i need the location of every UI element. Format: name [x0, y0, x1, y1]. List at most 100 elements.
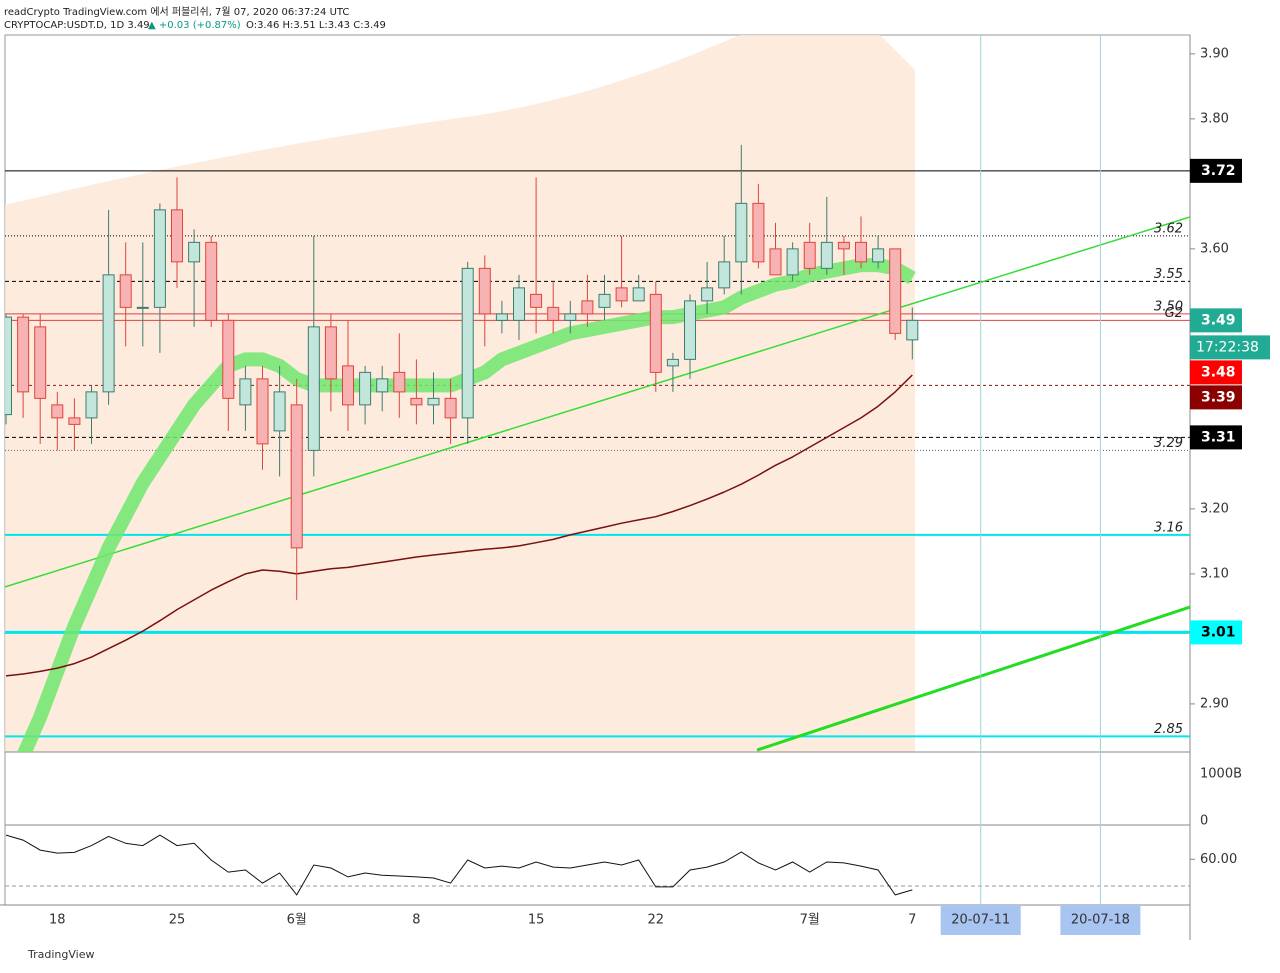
candle-body: [34, 326, 47, 399]
candle-body: [222, 319, 235, 399]
price-badge: [1190, 385, 1242, 410]
candle-body: [171, 209, 183, 263]
candle-body: [342, 365, 354, 406]
candle-body: [666, 358, 679, 367]
candle-body: [359, 371, 372, 406]
x-tick-label: 15: [528, 913, 545, 928]
candle-body: [102, 274, 115, 393]
price-badge-label: 3.72: [1201, 163, 1236, 179]
candle-body: [119, 274, 132, 308]
candle-body: [889, 248, 902, 334]
candle-body: [85, 391, 98, 419]
candle-body: [735, 202, 748, 263]
countdown-badge: [1190, 335, 1270, 360]
candle-body: [461, 267, 474, 419]
candle-body: [239, 378, 252, 406]
candle-body: [444, 397, 457, 419]
candle-body: [530, 293, 543, 308]
candle-body: [769, 248, 782, 276]
level-label: 3.55: [1154, 267, 1183, 282]
candle-body: [188, 241, 201, 263]
date-highlight: [940, 905, 1021, 935]
candle-body: [307, 326, 320, 451]
price-badge: [1190, 620, 1242, 645]
candle-body: [906, 319, 919, 341]
candle-body: [410, 397, 423, 406]
candle-body: [427, 397, 440, 406]
candle-body: [872, 248, 885, 263]
candle-body: [547, 306, 560, 321]
date-highlight: [1060, 905, 1141, 935]
candle-body: [615, 287, 628, 302]
price-badge-label: 3.49: [1201, 312, 1236, 328]
candle-body: [855, 241, 867, 263]
candle-body: [51, 404, 64, 419]
candle-body: [752, 202, 765, 263]
x-tick-label: 22: [648, 913, 665, 928]
x-tick-label: 20-07-18: [1071, 913, 1130, 928]
candle-body: [324, 326, 337, 380]
y-tick-label: 2.90: [1200, 696, 1229, 711]
moving-average: [17, 258, 916, 752]
candle-body: [820, 241, 833, 269]
candle-body: [205, 241, 218, 321]
x-tick-label: 18: [49, 913, 66, 928]
y-tick-label: 3.80: [1200, 111, 1229, 126]
candle-body: [837, 241, 850, 250]
candle-body: [598, 293, 611, 308]
candle-body: [684, 300, 696, 360]
price-badge-label: 3.01: [1201, 624, 1236, 640]
candle-body: [5, 316, 12, 416]
candle-body: [17, 316, 30, 393]
price-badge: [1190, 308, 1242, 333]
moving-average: [5, 374, 913, 677]
level-label: 2.85: [1154, 722, 1183, 737]
price-badge-label: 3.48: [1201, 364, 1236, 380]
x-tick-label: 7월: [800, 913, 820, 928]
level-label: 3.16: [1154, 520, 1183, 535]
candle-body: [290, 404, 303, 549]
price-badge: [1190, 425, 1242, 450]
candle-body: [495, 313, 508, 321]
candle-body: [701, 287, 714, 302]
y-tick-label: 60.00: [1200, 852, 1237, 867]
price-badge: [1190, 158, 1242, 183]
x-tick-label: 6월: [287, 913, 307, 928]
volume-axis-label: 1000B: [1200, 767, 1242, 782]
y-tick-label: 3.90: [1200, 46, 1229, 61]
level-label: G2: [1165, 306, 1183, 321]
price-badge-label: 3.39: [1201, 389, 1236, 405]
candle-body: [136, 306, 149, 309]
header-ohlc: O:3.46 H:3.51 L:3.43 C:3.49: [246, 20, 386, 31]
candle-body: [256, 378, 269, 445]
x-tick-label: 20-07-11: [951, 913, 1010, 928]
x-tick-label: 7: [908, 913, 916, 928]
volume-axis-label: 0: [1200, 814, 1208, 829]
oscillator-line: [5, 834, 913, 896]
x-tick-label: 25: [169, 913, 186, 928]
level-label: 3.62: [1154, 221, 1183, 236]
candle-body: [581, 300, 594, 315]
candle-body: [478, 267, 491, 315]
cloud: [5, 35, 915, 752]
candle-body: [273, 391, 286, 432]
y-tick-label: 3.20: [1200, 501, 1229, 516]
level-label: 3.29: [1154, 436, 1183, 451]
candle-body: [649, 293, 662, 373]
candle-body: [376, 378, 389, 393]
candle-body: [68, 417, 81, 425]
y-tick-label: 3.60: [1200, 241, 1229, 256]
price-badge: [1190, 360, 1242, 385]
candle-body: [393, 371, 406, 393]
x-tick-label: 8: [412, 913, 420, 928]
header-change: ▲ +0.03 (+0.87%): [148, 20, 241, 31]
candle-body: [513, 287, 525, 321]
footer: TradingView: [27, 948, 94, 961]
trendline: [756, 605, 1190, 752]
price-badge-label: 3.31: [1201, 429, 1236, 445]
candle-body: [803, 241, 816, 269]
header-line1: readCrypto TradingView.com 에서 퍼블리쉬, 7월 0…: [4, 6, 349, 18]
trendline: [5, 216, 1190, 588]
candle-body: [564, 313, 577, 321]
